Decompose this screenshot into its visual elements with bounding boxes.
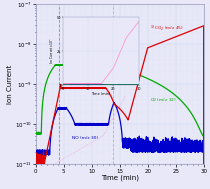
X-axis label: Time (min): Time (min) (101, 175, 139, 181)
Text: $^{13}$CO$_2$ (m/z 45): $^{13}$CO$_2$ (m/z 45) (151, 23, 185, 33)
Text: O$_2$ (m/z 32): O$_2$ (m/z 32) (151, 96, 177, 104)
Text: NO (m/z 30): NO (m/z 30) (72, 136, 98, 140)
Y-axis label: Ion Current: Ion Current (7, 64, 13, 104)
Y-axis label: Ion Current x10$^n$: Ion Current x10$^n$ (48, 38, 55, 64)
X-axis label: Time (min): Time (min) (91, 92, 110, 96)
